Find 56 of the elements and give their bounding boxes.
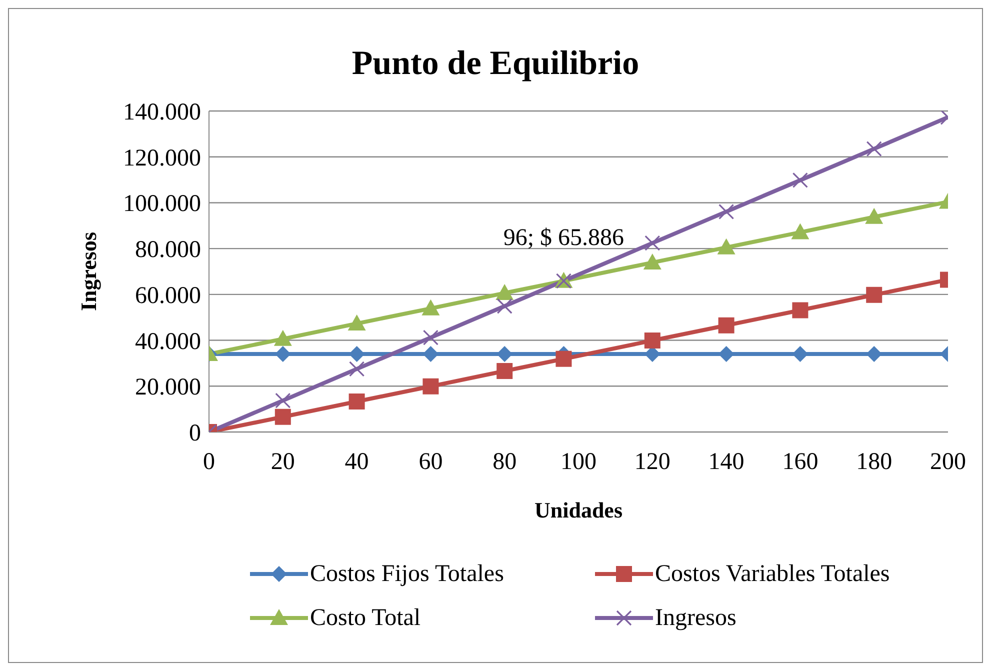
annotation: 96; $ 65.886 xyxy=(503,224,624,251)
point xyxy=(348,394,365,410)
x-tick-label: 180 xyxy=(856,449,892,476)
point xyxy=(643,254,662,270)
point xyxy=(422,378,439,394)
y-tick-label: 40.000 xyxy=(135,328,201,355)
y-tick-label: 120.000 xyxy=(123,145,201,172)
point xyxy=(792,302,808,318)
y-tick-label: 60.000 xyxy=(135,282,201,309)
x-tick-label: 140 xyxy=(708,449,744,476)
point xyxy=(274,408,291,425)
legend-label: Ingresos xyxy=(655,604,736,632)
point xyxy=(718,204,734,220)
point xyxy=(422,346,439,362)
x-tick-label: 200 xyxy=(930,449,966,476)
point xyxy=(496,284,514,300)
x-tick-label: 80 xyxy=(492,449,517,476)
point xyxy=(792,346,808,362)
point xyxy=(496,298,512,314)
point xyxy=(866,141,882,157)
x-tick-label: 160 xyxy=(782,449,818,476)
point xyxy=(496,346,513,362)
point xyxy=(349,361,365,377)
legend-label: Costos Fijos Totales xyxy=(310,560,504,588)
point xyxy=(791,223,810,240)
x-tick-label: 120 xyxy=(634,449,670,476)
point xyxy=(644,332,660,349)
point xyxy=(274,330,292,346)
x-tick-label: 20 xyxy=(270,449,295,476)
x-tick-label: 60 xyxy=(418,449,443,476)
y-axis-title: Ingresos xyxy=(76,232,101,312)
legend-label: Costo Total xyxy=(310,604,421,632)
point xyxy=(275,392,291,408)
x-axis-title: Unidades xyxy=(534,498,623,523)
y-tick-label: 80.000 xyxy=(135,237,201,264)
point xyxy=(792,172,808,188)
y-tick-label: 0 xyxy=(189,420,201,447)
point xyxy=(348,314,366,331)
point xyxy=(422,330,438,346)
legend-label: Costos Variables Totales xyxy=(655,560,890,588)
point xyxy=(644,235,660,251)
x-tick-label: 40 xyxy=(344,449,369,476)
point xyxy=(866,286,882,303)
point xyxy=(865,208,884,224)
point xyxy=(556,350,572,367)
point xyxy=(718,317,734,334)
y-tick-label: 20.000 xyxy=(135,374,201,401)
point xyxy=(718,346,734,362)
y-tick-label: 100.000 xyxy=(123,191,201,218)
point xyxy=(717,238,736,254)
point xyxy=(348,346,365,362)
point xyxy=(496,363,513,380)
point xyxy=(422,299,440,316)
x-tick-label: 100 xyxy=(560,449,596,476)
y-tick-label: 140.000 xyxy=(123,100,201,126)
chart-title: Punto de Equilibrio xyxy=(350,45,640,83)
